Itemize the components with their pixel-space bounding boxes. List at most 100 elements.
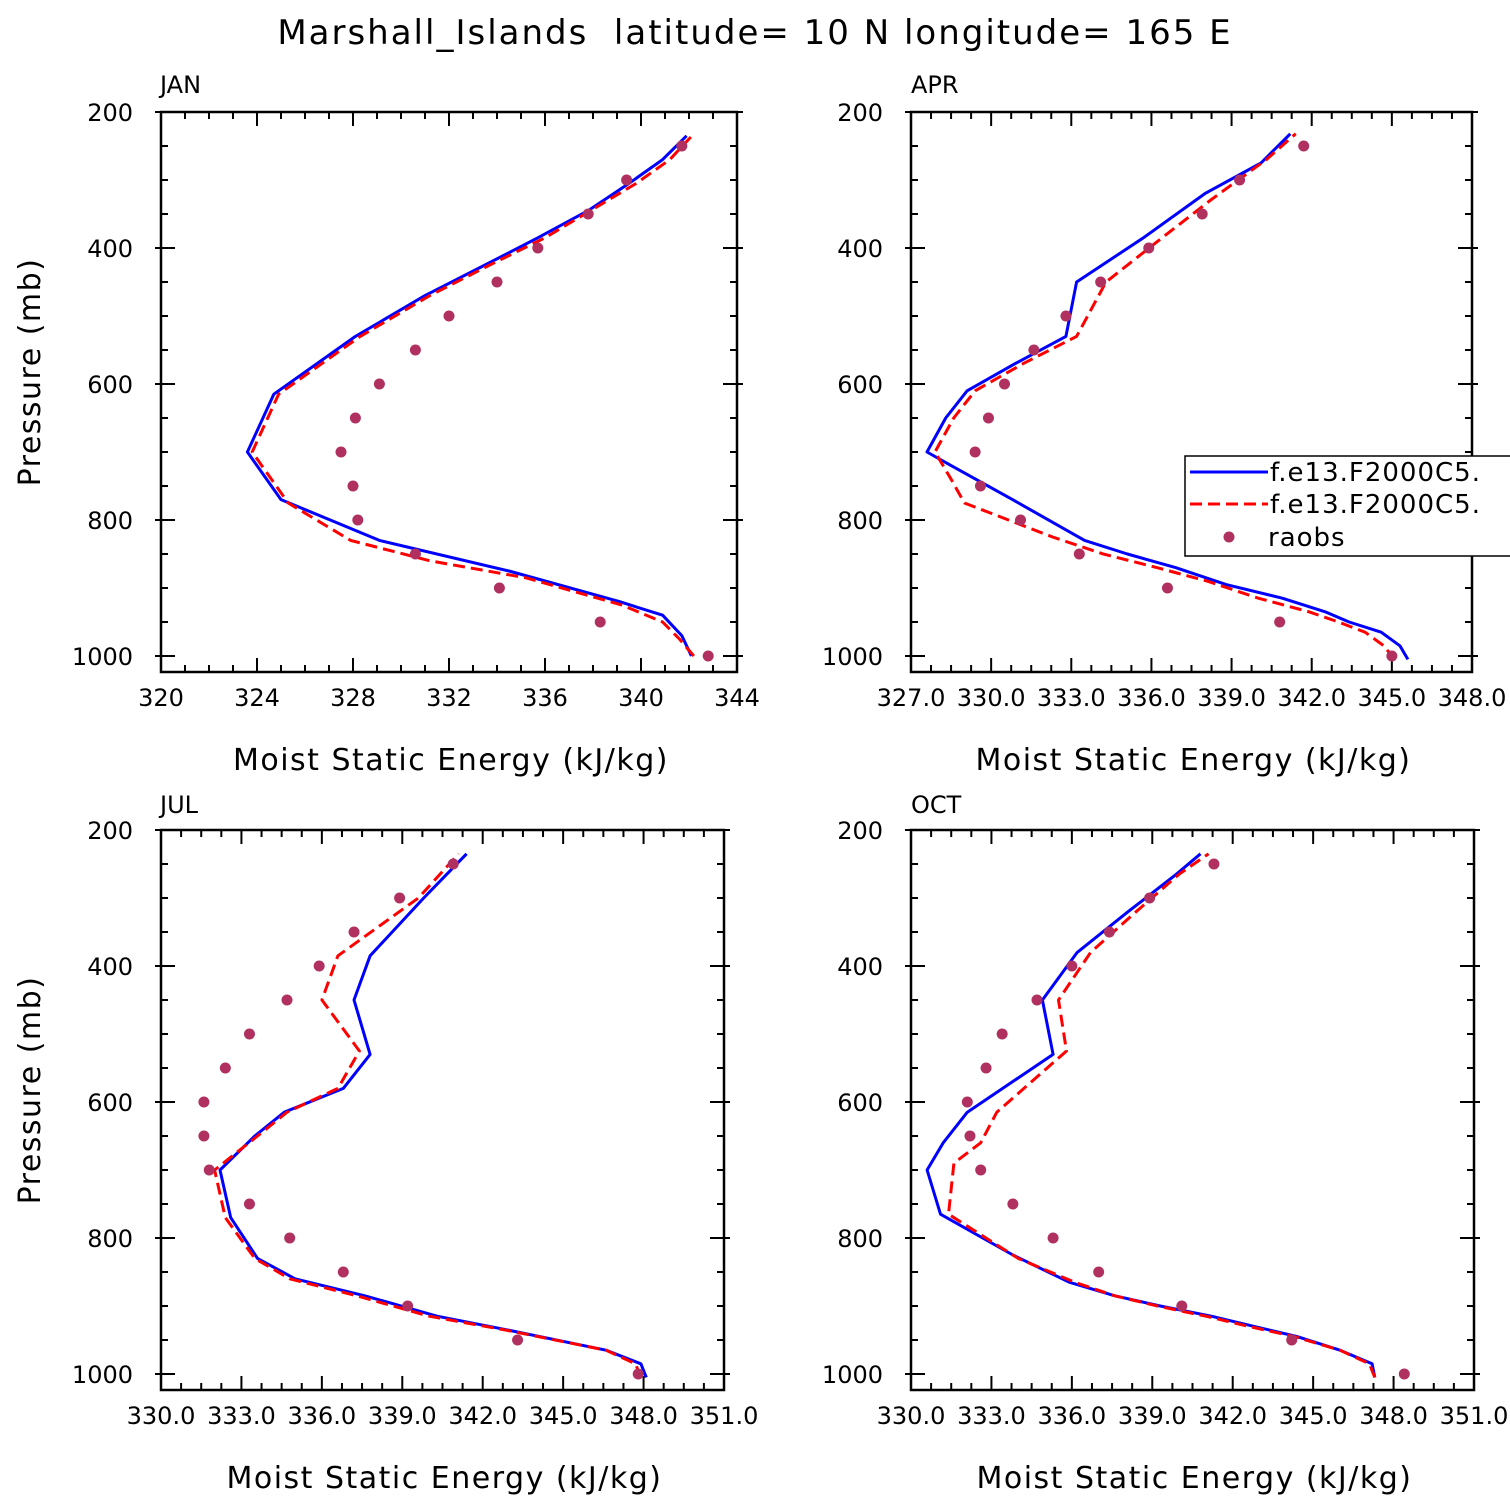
raobs-point bbox=[347, 480, 359, 492]
x-tick-label: 340 bbox=[618, 684, 664, 712]
raobs-point bbox=[1028, 344, 1040, 356]
raobs-point bbox=[1007, 1198, 1019, 1210]
raobs-point bbox=[1066, 960, 1078, 972]
y-tick-label: 400 bbox=[87, 953, 133, 981]
raobs-point bbox=[219, 1062, 231, 1074]
x-tick-label: 344 bbox=[714, 684, 760, 712]
raobs-point bbox=[352, 514, 364, 526]
plot-frame bbox=[909, 828, 1476, 1392]
legend-swatch-raobs bbox=[1223, 531, 1235, 543]
y-tick-label: 800 bbox=[87, 507, 133, 535]
raobs-point bbox=[284, 1232, 296, 1244]
x-tick-label: 339.0 bbox=[1118, 1402, 1187, 1430]
raobs-point bbox=[1196, 208, 1208, 220]
y-tick-label: 600 bbox=[837, 1089, 883, 1117]
x-axis-label: Moist Static Energy (kJ/kg) bbox=[975, 743, 1411, 778]
raobs-point bbox=[961, 1096, 973, 1108]
y-tick-label: 200 bbox=[837, 817, 883, 845]
series-line-model-b-jan bbox=[250, 132, 695, 657]
series-line-model-a-jan bbox=[245, 134, 693, 657]
raobs-point bbox=[1095, 276, 1107, 288]
raobs-point bbox=[1298, 140, 1310, 152]
raobs-point bbox=[409, 548, 421, 560]
raobs-point bbox=[1208, 858, 1220, 870]
raobs-point bbox=[373, 378, 385, 390]
raobs-point bbox=[676, 140, 688, 152]
plot-frame bbox=[159, 110, 739, 674]
panel-title-apr: APR bbox=[911, 71, 959, 99]
plot-frame bbox=[159, 828, 726, 1392]
y-tick-label: 200 bbox=[87, 99, 133, 127]
x-tick-label: 336.0 bbox=[287, 1402, 356, 1430]
x-tick-label: 345.0 bbox=[529, 1402, 598, 1430]
y-tick-label: 200 bbox=[87, 817, 133, 845]
raobs-point bbox=[394, 892, 406, 904]
raobs-point bbox=[999, 378, 1010, 390]
plot-frame bbox=[909, 110, 1474, 674]
raobs-point bbox=[975, 1164, 987, 1176]
raobs-point bbox=[974, 480, 986, 492]
raobs-point bbox=[493, 582, 505, 594]
raobs-point bbox=[982, 412, 994, 424]
raobs-point bbox=[409, 344, 421, 356]
y-tick-label: 400 bbox=[837, 953, 883, 981]
panel-oct: OCT 330.0 333.0 336.0 339.0 342.0 345.0 348.0 3… bbox=[822, 791, 1508, 1496]
raobs-point bbox=[243, 1198, 255, 1210]
panel-apr: APR 327.0 330.0 333.0 336.0 339.0 342.0 345.0 3… bbox=[822, 71, 1506, 778]
x-tick-label: 332 bbox=[426, 684, 472, 712]
panel-jul: JUL 330.0 333.0 336.0 339.0 342.0 345.0 348.0 3… bbox=[13, 791, 758, 1496]
raobs-point bbox=[532, 242, 544, 254]
raobs-point bbox=[1274, 616, 1286, 628]
y-tick-label: 600 bbox=[87, 1089, 133, 1117]
y-tick-label: 1000 bbox=[822, 643, 883, 671]
raobs-point bbox=[1398, 1368, 1410, 1380]
x-tick-label: 330.0 bbox=[877, 1402, 946, 1430]
raobs-point bbox=[702, 650, 714, 662]
y-tick-label: 600 bbox=[837, 371, 883, 399]
x-tick-label: 327.0 bbox=[877, 684, 946, 712]
raobs-point bbox=[621, 174, 633, 186]
raobs-point bbox=[1093, 1266, 1105, 1278]
raobs-point bbox=[281, 994, 293, 1006]
x-tick-label: 328 bbox=[330, 684, 376, 712]
series-line-model-b-oct bbox=[947, 852, 1377, 1378]
x-tick-label: 339.0 bbox=[368, 1402, 437, 1430]
raobs-point bbox=[512, 1334, 524, 1346]
raobs-point bbox=[594, 616, 606, 628]
raobs-point bbox=[1047, 1232, 1059, 1244]
x-tick-label: 348.0 bbox=[1359, 1402, 1428, 1430]
x-axis-label: Moist Static Energy (kJ/kg) bbox=[226, 1461, 662, 1496]
raobs-point bbox=[447, 858, 459, 870]
raobs-point bbox=[1161, 582, 1173, 594]
x-tick-label: 342.0 bbox=[1198, 1402, 1267, 1430]
y-tick-label: 800 bbox=[837, 1225, 883, 1253]
y-tick-label: 1000 bbox=[72, 1361, 133, 1389]
x-tick-label: 333.0 bbox=[1037, 684, 1106, 712]
legend: f.e13.F2000C5. f.e13.F2000C5. raobs bbox=[1184, 455, 1510, 557]
raobs-point bbox=[964, 1130, 976, 1142]
y-tick-label: 400 bbox=[87, 235, 133, 263]
raobs-point bbox=[349, 412, 361, 424]
raobs-point bbox=[335, 446, 347, 458]
y-tick-label: 400 bbox=[837, 235, 883, 263]
x-tick-label: 324 bbox=[234, 684, 280, 712]
raobs-point bbox=[1031, 994, 1043, 1006]
raobs-point bbox=[348, 926, 360, 938]
y-tick-label: 600 bbox=[87, 371, 133, 399]
raobs-point bbox=[1060, 310, 1072, 322]
raobs-point bbox=[491, 276, 503, 288]
panel-title-jul: JUL bbox=[158, 791, 199, 819]
raobs-point bbox=[198, 1130, 210, 1142]
legend-label-model-b: f.e13.F2000C5. bbox=[1270, 490, 1481, 520]
legend-label-raobs: raobs bbox=[1268, 523, 1346, 553]
panel-title-jan: JAN bbox=[158, 71, 201, 99]
x-tick-label: 336 bbox=[522, 684, 568, 712]
raobs-point bbox=[1144, 892, 1156, 904]
raobs-point bbox=[443, 310, 455, 322]
raobs-point bbox=[243, 1028, 255, 1040]
x-tick-label: 336.0 bbox=[1037, 1402, 1106, 1430]
raobs-point bbox=[203, 1164, 215, 1176]
x-tick-label: 342.0 bbox=[448, 1402, 517, 1430]
raobs-point bbox=[1176, 1300, 1188, 1312]
x-tick-label: 330.0 bbox=[957, 684, 1026, 712]
